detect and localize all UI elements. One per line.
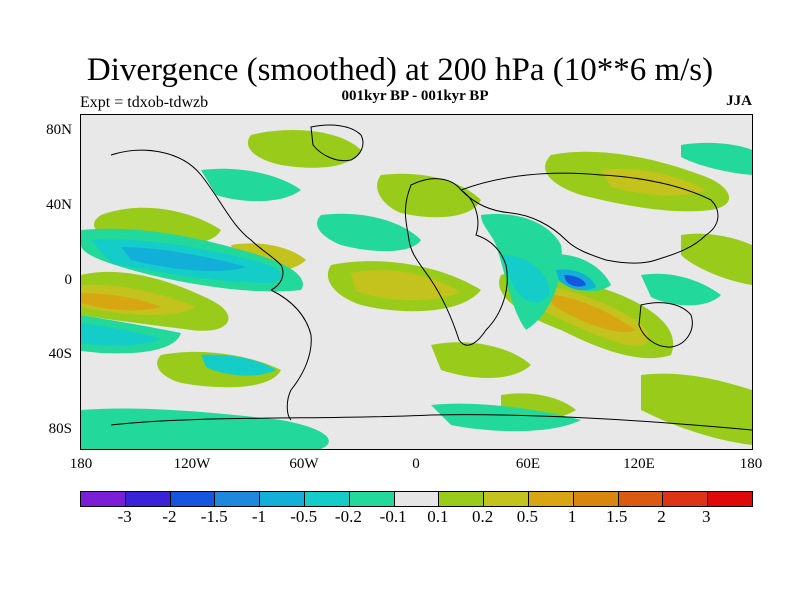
map-field-svg — [81, 124, 752, 449]
colorbar-label: -1 — [251, 507, 266, 526]
lon-label-60w: 60W — [289, 456, 319, 472]
colorbar-label: -0.2 — [334, 507, 362, 526]
colorbar — [80, 491, 753, 507]
colorbar-swatch — [304, 492, 350, 506]
colorbar-swatch — [349, 492, 395, 506]
lat-label-40s: 40S — [48, 346, 72, 362]
lon-label-180w: 180 — [69, 456, 93, 472]
colorbar-swatch — [125, 492, 171, 506]
lat-label-80n: 80N — [46, 122, 72, 138]
colorbar-swatch — [708, 492, 752, 506]
colorbar-swatch — [260, 492, 305, 506]
colorbar-swatch — [528, 492, 574, 506]
colorbar-label: 1.5 — [606, 507, 628, 526]
colorbar-swatch — [618, 492, 664, 506]
colorbar-label: -2 — [162, 507, 177, 526]
lon-label-180e: 180 — [739, 456, 763, 472]
lon-label-60e: 60E — [515, 456, 541, 472]
colorbar-label: 0.2 — [471, 507, 494, 526]
negative-divergence-patches — [81, 142, 752, 449]
colorbar-label: -3 — [117, 507, 132, 526]
colorbar-swatch — [439, 492, 485, 506]
colorbar-label: 0.5 — [516, 507, 538, 526]
lat-label-40n: 40N — [46, 197, 72, 213]
lat-label-80s: 80S — [48, 421, 72, 437]
colorbar-swatch — [170, 492, 216, 506]
lon-label-0: 0 — [412, 456, 420, 472]
map-subtitle: 001kyr BP - 001kyr BP — [341, 88, 489, 104]
coastlines — [110, 124, 752, 431]
experiment-label: Expt = tdxob-tdwzb — [80, 94, 209, 111]
colorbar-label: 0.1 — [427, 507, 449, 526]
season-label: JJA — [726, 93, 752, 109]
divergence-map — [80, 114, 753, 450]
lon-label-120e: 120E — [623, 456, 655, 472]
colorbar-swatch — [573, 492, 619, 506]
colorbar-label: 2 — [657, 507, 666, 526]
map-title: Divergence (smoothed) at 200 hPa (10**6 … — [86, 52, 714, 88]
colorbar-swatch — [81, 492, 126, 506]
lat-label-0: 0 — [64, 272, 73, 288]
colorbar-swatch — [394, 492, 440, 506]
colorbar-label: -1.5 — [200, 507, 228, 526]
colorbar-swatch — [663, 492, 709, 506]
lon-label-120w: 120W — [173, 456, 211, 472]
colorbar-label: -0.1 — [379, 507, 407, 526]
colorbar-label: 3 — [702, 507, 711, 526]
colorbar-swatch — [484, 492, 529, 506]
colorbar-label: -0.5 — [290, 507, 318, 526]
colorbar-swatch — [215, 492, 261, 506]
colorbar-label: 1 — [567, 507, 577, 526]
